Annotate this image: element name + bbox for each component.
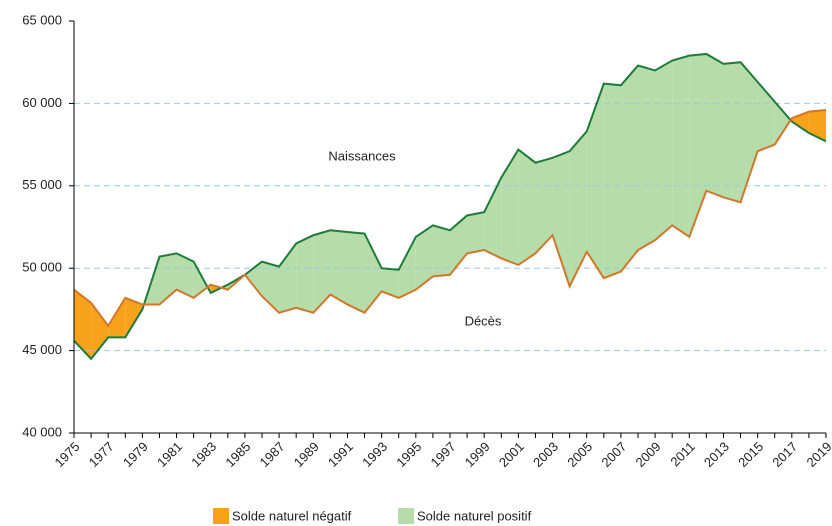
x-tick-label: 1997 <box>427 439 458 470</box>
area-segment <box>774 101 791 145</box>
x-tick-label: 2005 <box>564 439 595 470</box>
area-segment <box>381 268 399 298</box>
x-tick-label: 1983 <box>188 439 219 470</box>
x-tick-label: 2001 <box>496 439 527 470</box>
area-segment <box>723 62 741 203</box>
area-segment <box>432 225 450 277</box>
x-tick-label: 2017 <box>769 439 800 470</box>
area-segment <box>91 302 109 359</box>
legend-label: Solde naturel négatif <box>232 508 352 523</box>
area-segment <box>552 151 570 287</box>
series-line <box>73 52 827 361</box>
legend-swatch <box>398 508 414 524</box>
area-segment <box>159 253 177 305</box>
area-segment <box>757 81 775 152</box>
series-line <box>73 108 827 328</box>
area-segment <box>296 235 314 313</box>
area-segment <box>689 53 707 237</box>
area-segment <box>313 230 331 313</box>
area-segment <box>672 55 690 237</box>
grid <box>74 102 826 352</box>
lines <box>73 52 827 361</box>
x-tick-label: 1991 <box>325 439 356 470</box>
area-segment <box>398 236 416 298</box>
area-segment <box>586 83 604 279</box>
area-segment <box>415 225 433 290</box>
area-segment <box>450 215 468 275</box>
x-tick-label: 1995 <box>393 439 424 470</box>
area-segment <box>467 212 485 254</box>
legend: Solde naturel négatif Solde naturel posit… <box>213 508 532 524</box>
x-tick-label: 1977 <box>86 439 117 470</box>
x-tick-label: 2015 <box>735 439 766 470</box>
x-tick-label: 1981 <box>154 439 185 470</box>
x-tick-label: 2013 <box>701 439 732 470</box>
area-segment <box>808 109 826 142</box>
area-segment <box>535 157 553 254</box>
area-segment <box>330 230 348 305</box>
area-segment <box>125 297 143 338</box>
x-tick-label: 2011 <box>667 439 697 469</box>
x-tick-label: 1989 <box>291 439 322 470</box>
series-annotation: Décès <box>465 313 502 328</box>
area-segment <box>638 65 656 251</box>
area-segment <box>569 131 587 287</box>
area-segment <box>347 231 365 313</box>
area-segment <box>603 83 621 279</box>
x-tick-label: 2003 <box>530 439 561 470</box>
x-tick-label: 1993 <box>359 439 390 470</box>
area-segment <box>740 62 758 203</box>
area-segment <box>620 65 638 272</box>
area-segment <box>706 53 724 198</box>
area-segment <box>108 297 126 338</box>
x-tick-label: 1999 <box>462 439 493 470</box>
x-tick-label: 1987 <box>257 439 288 470</box>
area-segment <box>484 177 502 259</box>
series-annotation: Naissances <box>328 148 396 163</box>
x-tick-label: 1979 <box>120 439 151 470</box>
y-tick-label: 65 000 <box>22 12 62 27</box>
legend-swatch <box>213 508 229 524</box>
x-tick-label: 2019 <box>803 439 832 470</box>
area-segment <box>176 253 194 298</box>
legend-label: Solde naturel positif <box>417 508 532 523</box>
y-tick-label: 55 000 <box>22 177 62 192</box>
x-tick-label: 1985 <box>222 439 253 470</box>
y-tick-label: 60 000 <box>22 95 62 110</box>
x-tick-label: 2007 <box>598 439 629 470</box>
x-tick-label: 2009 <box>633 439 664 470</box>
y-tick-label: 50 000 <box>22 260 62 275</box>
areas <box>74 53 826 359</box>
x-tick-label: 1975 <box>51 439 82 470</box>
area-segment <box>518 149 536 265</box>
area-segment <box>501 149 519 265</box>
area-segment <box>244 261 262 297</box>
area-segment <box>655 60 673 241</box>
y-tick-label: 45 000 <box>22 342 62 357</box>
y-tick-label: 40 000 <box>22 424 62 439</box>
area-segment <box>74 289 92 359</box>
area-segment <box>364 233 382 313</box>
